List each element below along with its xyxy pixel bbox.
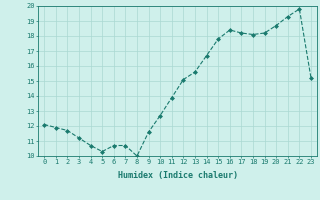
X-axis label: Humidex (Indice chaleur): Humidex (Indice chaleur) (118, 171, 238, 180)
